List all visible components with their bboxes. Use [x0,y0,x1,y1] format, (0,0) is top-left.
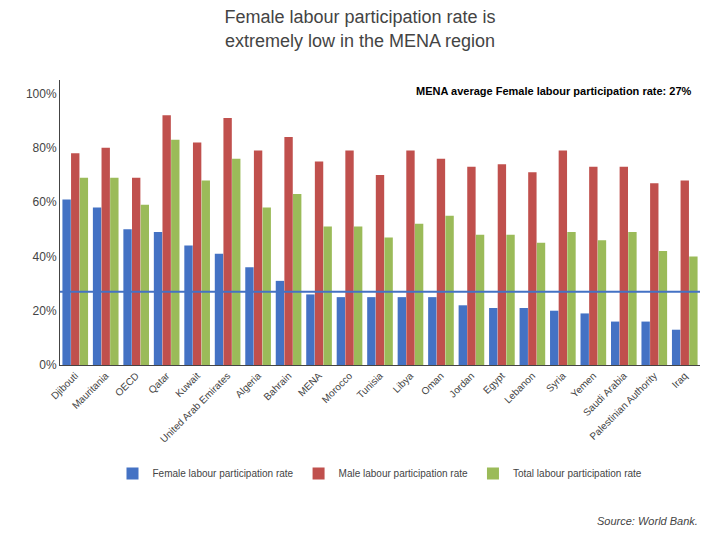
svg-text:Source: World Bank.: Source: World Bank. [597,515,698,527]
svg-text:Total labour participation rat: Total labour participation rate [513,468,642,479]
svg-text:20%: 20% [33,304,57,318]
svg-text:Iraq: Iraq [670,370,690,390]
svg-text:Male labour participation rate: Male labour participation rate [339,468,468,479]
svg-text:80%: 80% [33,141,57,155]
svg-text:0%: 0% [39,358,57,372]
svg-text:100%: 100% [26,87,57,101]
svg-text:Palestinian Authority: Palestinian Authority [587,370,659,442]
svg-text:Qatar: Qatar [146,370,172,396]
svg-text:Tunisia: Tunisia [355,370,386,401]
svg-text:Kuwait: Kuwait [173,370,202,399]
svg-text:Morocco: Morocco [320,370,355,405]
svg-text:Egypt: Egypt [481,370,507,396]
svg-text:United Arab Emirates: United Arab Emirates [158,370,233,445]
svg-text:60%: 60% [33,195,57,209]
svg-text:Syria: Syria [544,370,568,394]
svg-text:Yemen: Yemen [569,370,599,400]
svg-text:Lebanon: Lebanon [502,370,537,405]
svg-text:MENA: MENA [296,370,324,398]
svg-text:Saudi Arabia: Saudi Arabia [581,370,629,418]
svg-text:Mauritania: Mauritania [70,370,111,411]
svg-text:40%: 40% [33,250,57,264]
svg-text:Female labour participation ra: Female labour participation rate [153,468,294,479]
svg-text:Algeria: Algeria [233,370,263,400]
svg-text:OECD: OECD [113,370,141,398]
svg-text:Libya: Libya [391,370,416,395]
svg-text:MENA average Female labour par: MENA average Female labour participation… [416,85,692,97]
svg-text:Jordan: Jordan [447,370,476,399]
svg-text:Oman: Oman [419,370,446,397]
svg-text:Female labour participation ra: Female labour participation rate isextre… [224,7,495,50]
svg-text:Bahrain: Bahrain [261,370,293,402]
svg-text:Djibouti: Djibouti [49,370,80,401]
